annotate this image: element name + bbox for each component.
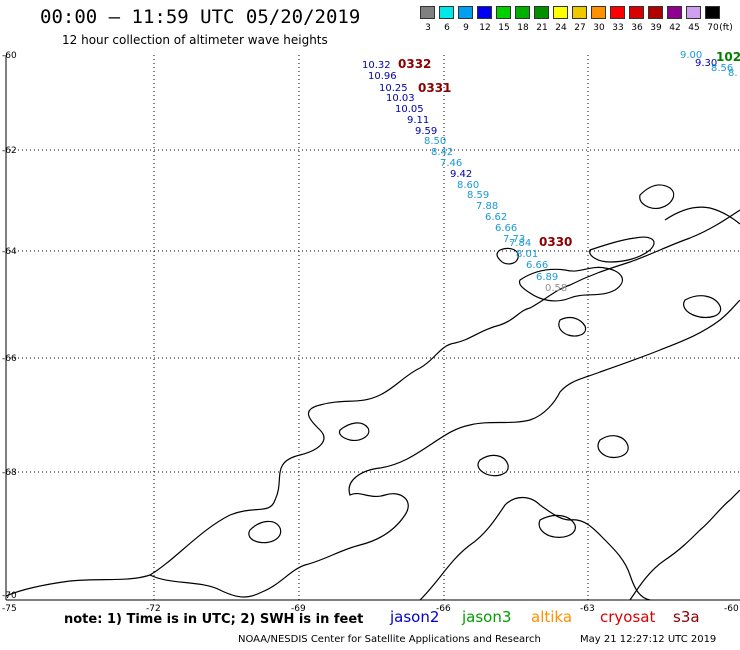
swh-label: 10.25 bbox=[379, 83, 408, 94]
lon-tick: -75 bbox=[2, 604, 17, 614]
legend-swatch bbox=[458, 6, 473, 19]
legend-swatch bbox=[420, 6, 435, 19]
legend-swatch-label: 18 bbox=[517, 23, 529, 33]
swh-label: 9.42 bbox=[450, 169, 472, 180]
track-time-label: 0330 bbox=[539, 235, 572, 249]
track-time-label: 102 bbox=[716, 50, 740, 64]
swh-label: 9.00 bbox=[680, 50, 702, 61]
lon-tick: -69 bbox=[291, 604, 306, 614]
swh-label: 8.59 bbox=[467, 190, 489, 201]
legend-swatch-label: 21 bbox=[536, 23, 548, 33]
legend-swatch bbox=[686, 6, 701, 19]
legend-swatch bbox=[629, 6, 644, 19]
swh-label: 8.42 bbox=[431, 147, 453, 158]
legend-swatch bbox=[610, 6, 625, 19]
legend-swatch-label: 9 bbox=[463, 23, 469, 33]
legend-unit-label: (ft) bbox=[719, 23, 733, 33]
legend-swatch-label: 12 bbox=[479, 23, 491, 33]
legend-swatch bbox=[553, 6, 568, 19]
lon-tick: -72 bbox=[146, 604, 161, 614]
swh-label: 8. bbox=[728, 68, 738, 79]
legend-swatch-label: 70 bbox=[707, 23, 719, 33]
legend-swatch bbox=[439, 6, 454, 19]
legend-swatch-label: 30 bbox=[593, 23, 605, 33]
legend-swatch-label: 15 bbox=[498, 23, 510, 33]
lon-tick: -60 bbox=[724, 604, 739, 614]
satellite-altika: altika bbox=[531, 608, 573, 626]
swh-label: 7.46 bbox=[440, 158, 462, 169]
satellite-jason3: jason3 bbox=[462, 608, 512, 626]
legend-swatch bbox=[705, 6, 720, 19]
swh-label: 8.50 bbox=[424, 136, 446, 147]
satellite-s3a: s3a bbox=[673, 608, 700, 626]
legend-swatch bbox=[534, 6, 549, 19]
lat-tick: -62 bbox=[2, 146, 17, 156]
legend-swatch bbox=[591, 6, 606, 19]
generated-timestamp: May 21 12:27:12 UTC 2019 bbox=[580, 634, 717, 645]
swh-label: 6.89 bbox=[536, 272, 558, 283]
lat-tick: -70 bbox=[2, 591, 17, 601]
swh-label: 7.88 bbox=[476, 201, 498, 212]
lat-tick: -68 bbox=[2, 468, 17, 478]
coastline bbox=[5, 184, 740, 601]
lat-tick: -64 bbox=[2, 247, 17, 257]
lon-tick: -63 bbox=[580, 604, 595, 614]
lon-tick: -66 bbox=[436, 604, 451, 614]
swh-label: 6.66 bbox=[495, 223, 517, 234]
track-time-label: 0331 bbox=[418, 81, 451, 95]
lat-tick: -66 bbox=[2, 354, 17, 364]
track-time-label: 0332 bbox=[398, 57, 431, 71]
credit-line: NOAA/NESDIS Center for Satellite Applica… bbox=[238, 634, 541, 645]
swh-label: 8.01 bbox=[516, 249, 538, 260]
legend-swatch bbox=[648, 6, 663, 19]
swh-label: 10.96 bbox=[368, 71, 397, 82]
legend-swatch-label: 3 bbox=[425, 23, 431, 33]
units-note: note: 1) Time is in UTC; 2) SWH is in fe… bbox=[64, 612, 364, 627]
legend-swatch bbox=[667, 6, 682, 19]
satellite-jason2: jason2 bbox=[390, 608, 440, 626]
swh-label: 7.84 bbox=[509, 238, 531, 249]
page-subtitle: 12 hour collection of altimeter wave hei… bbox=[62, 33, 328, 47]
graticule bbox=[6, 55, 740, 600]
legend-swatch bbox=[572, 6, 587, 19]
legend-swatch-label: 45 bbox=[688, 23, 700, 33]
legend-swatch-label: 36 bbox=[631, 23, 643, 33]
legend-swatch-label: 39 bbox=[650, 23, 662, 33]
satellite-cryosat: cryosat bbox=[600, 608, 656, 626]
swh-label: 10.32 bbox=[362, 60, 391, 71]
legend-swatch-label: 33 bbox=[612, 23, 624, 33]
swh-label: 8.56 bbox=[711, 63, 733, 74]
swh-label: 7.73 bbox=[503, 234, 525, 245]
swh-label: 0.58 bbox=[545, 283, 567, 294]
swh-label: 9.59 bbox=[415, 126, 437, 137]
page-title: 00:00 – 11:59 UTC 05/20/2019 bbox=[40, 6, 361, 28]
swh-label: 6.62 bbox=[485, 212, 507, 223]
legend-swatch-label: 24 bbox=[555, 23, 567, 33]
swh-label: 9.30 bbox=[695, 58, 717, 69]
legend-swatch bbox=[477, 6, 492, 19]
legend-swatch-label: 27 bbox=[574, 23, 586, 33]
swh-label: 8.60 bbox=[457, 180, 479, 191]
legend-swatch-label: 6 bbox=[444, 23, 450, 33]
legend-swatch bbox=[515, 6, 530, 19]
swh-label: 6.66 bbox=[526, 260, 548, 271]
swh-label: 10.03 bbox=[386, 93, 415, 104]
swh-label: 10.05 bbox=[395, 104, 424, 115]
lat-tick: -60 bbox=[2, 51, 17, 61]
swh-label: 9.11 bbox=[407, 115, 429, 126]
legend-swatch-label: 42 bbox=[669, 23, 681, 33]
legend-swatch bbox=[496, 6, 511, 19]
